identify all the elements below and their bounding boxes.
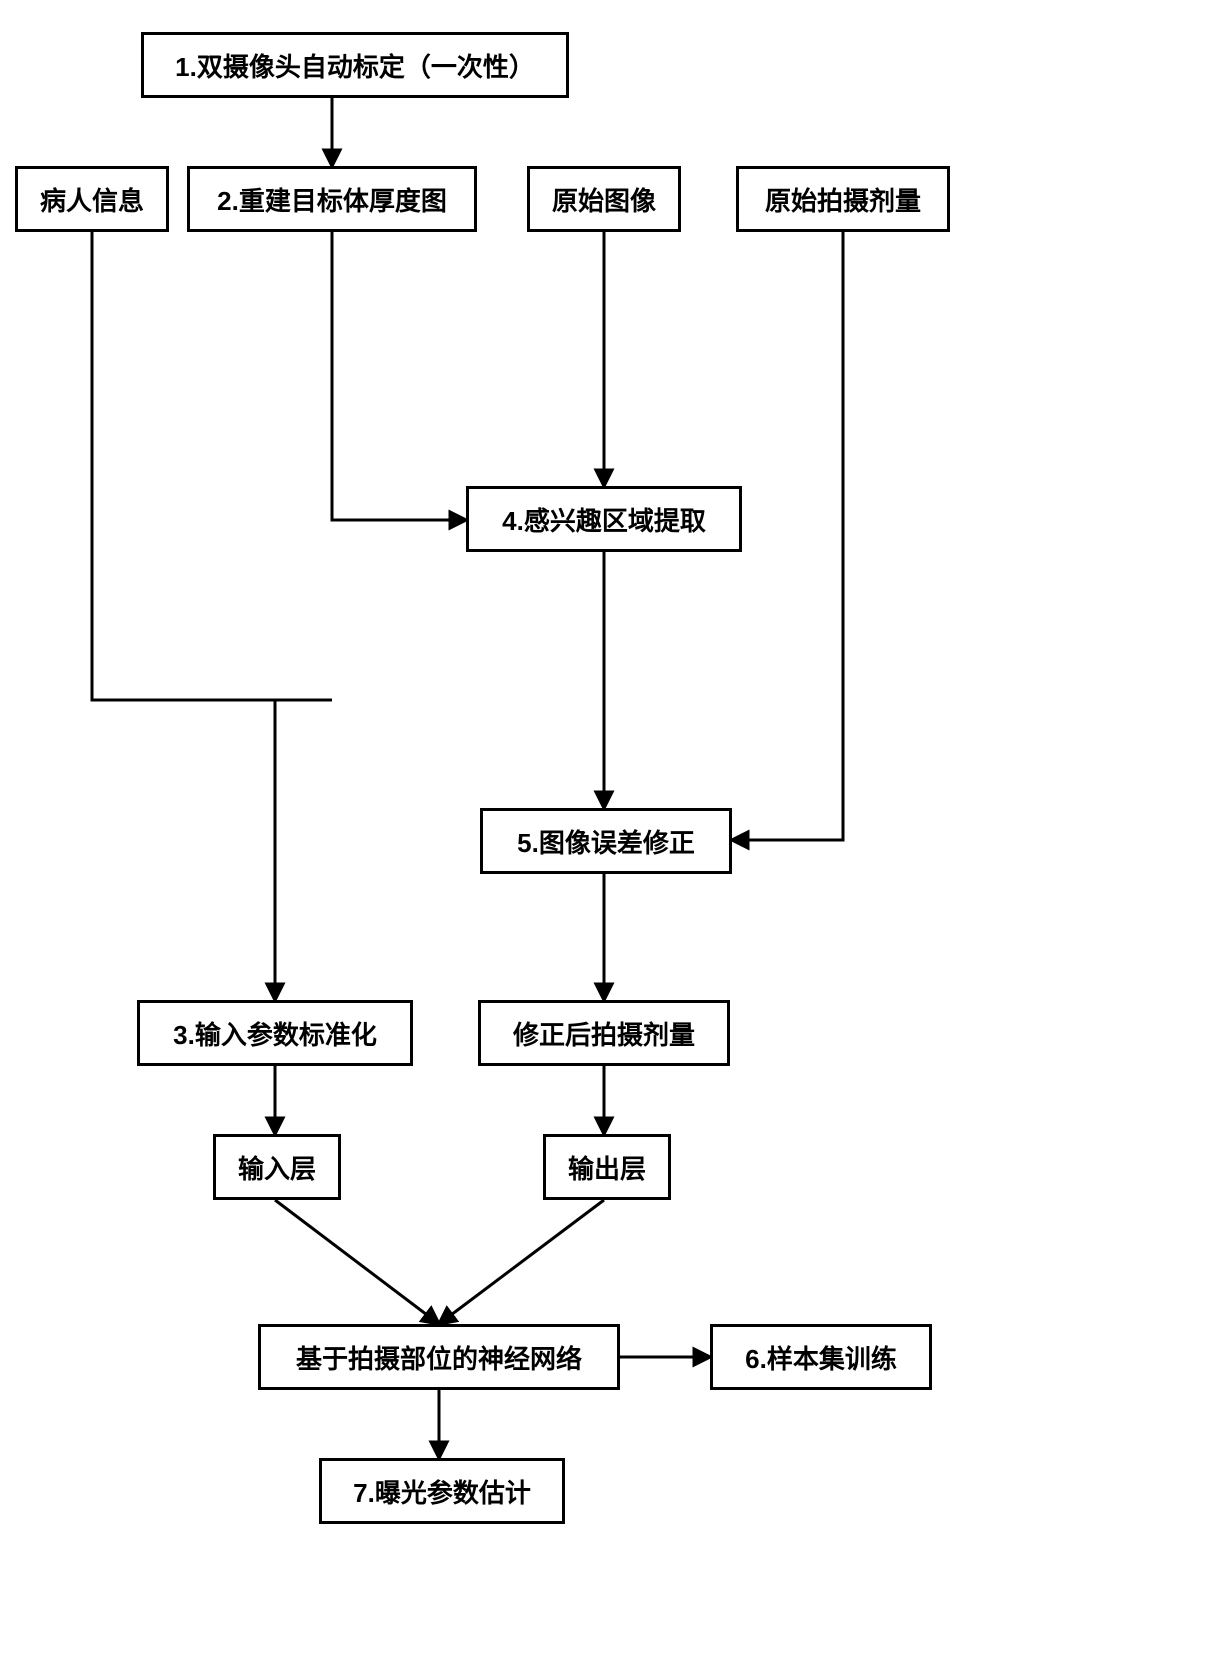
flow-node-n5: 5.图像误差修正 — [480, 808, 732, 874]
flow-node-label: 原始拍摄剂量 — [765, 181, 921, 218]
flow-node-nB: 原始图像 — [527, 166, 681, 232]
flow-node-nC: 原始拍摄剂量 — [736, 166, 950, 232]
flow-node-label: 基于拍摄部位的神经网络 — [296, 1339, 582, 1376]
flow-node-nF: 输出层 — [543, 1134, 671, 1200]
flow-node-n4: 4.感兴趣区域提取 — [466, 486, 742, 552]
flow-node-label: 4.感兴趣区域提取 — [502, 501, 706, 538]
flow-node-label: 输入层 — [238, 1149, 316, 1186]
flow-node-n7: 7.曝光参数估计 — [319, 1458, 565, 1524]
flow-edge-10 — [275, 1200, 439, 1324]
flow-node-label: 5.图像误差修正 — [517, 823, 695, 860]
flow-edge-1 — [332, 232, 466, 520]
flow-node-nE: 输入层 — [213, 1134, 341, 1200]
flow-node-n1: 1.双摄像头自动标定（一次性） — [141, 32, 569, 98]
flow-node-label: 7.曝光参数估计 — [353, 1473, 531, 1510]
flow-node-label: 输出层 — [568, 1149, 646, 1186]
flow-node-label: 6.样本集训练 — [745, 1339, 897, 1376]
flow-node-label: 病人信息 — [40, 181, 144, 218]
flow-edge-11 — [439, 1200, 604, 1324]
flow-edge-4 — [732, 232, 843, 840]
flow-node-label: 2.重建目标体厚度图 — [217, 181, 447, 218]
flow-node-label: 原始图像 — [552, 181, 656, 218]
flow-edge-5 — [92, 232, 332, 700]
flow-node-nG: 基于拍摄部位的神经网络 — [258, 1324, 620, 1390]
flow-node-nA: 病人信息 — [15, 166, 169, 232]
flow-node-label: 1.双摄像头自动标定（一次性） — [175, 47, 535, 84]
flow-node-label: 修正后拍摄剂量 — [513, 1015, 695, 1052]
flow-node-n6: 6.样本集训练 — [710, 1324, 932, 1390]
flow-node-label: 3.输入参数标准化 — [173, 1015, 377, 1052]
flow-node-n2: 2.重建目标体厚度图 — [187, 166, 477, 232]
flow-node-nD: 修正后拍摄剂量 — [478, 1000, 730, 1066]
flow-node-n3: 3.输入参数标准化 — [137, 1000, 413, 1066]
